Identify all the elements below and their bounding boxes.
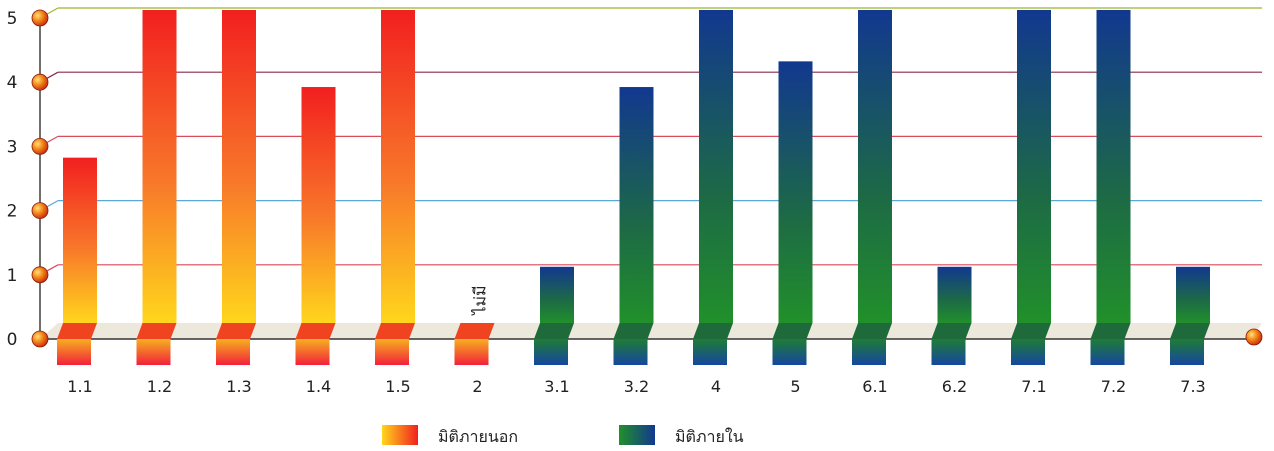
bar xyxy=(1096,10,1131,323)
bar-stub xyxy=(1011,339,1045,365)
legend-label: มิติภายใน xyxy=(675,427,744,446)
y-tick-dot xyxy=(31,73,49,91)
legend-item-internal: มิติภายใน xyxy=(619,425,744,446)
bar-join xyxy=(534,323,574,339)
gridlines xyxy=(39,7,1262,276)
bar-join xyxy=(931,323,972,339)
bar xyxy=(142,10,177,323)
y-tick-dot xyxy=(31,330,49,348)
bar-stub xyxy=(375,339,409,365)
x-tick-label: 1.5 xyxy=(385,377,410,396)
legend-swatch xyxy=(382,425,418,445)
y-tick-label: 3 xyxy=(7,137,18,157)
legend: มิติภายนอก มิติภายใน xyxy=(382,425,744,446)
bar-stub xyxy=(216,339,250,365)
x-axis-labels: 1.1 1.2 1.3 1.4 1.5 2 3.1 3.2 4 5 6.1 6.2 7.1 7.2 7.3 xyxy=(67,377,1205,396)
x-tick-label: 6.1 xyxy=(862,377,887,396)
bar xyxy=(63,157,97,323)
legend-swatch xyxy=(619,425,655,445)
x-tick-label: 3.2 xyxy=(624,377,649,396)
legend-item-external: มิติภายนอก xyxy=(382,425,518,446)
bar xyxy=(381,10,415,323)
bar-stub xyxy=(295,339,330,365)
no-data-annotation: ไม่มี xyxy=(471,285,490,316)
bar-join xyxy=(693,323,733,339)
y-tick-label: 5 xyxy=(7,9,18,29)
bar-join xyxy=(1170,323,1210,339)
bar-join xyxy=(613,323,654,339)
bar-stub xyxy=(772,339,807,365)
bar xyxy=(699,10,733,323)
y-tick-label: 2 xyxy=(7,202,18,222)
x-axis-end-dot xyxy=(1245,328,1263,346)
x-tick-label: 1.2 xyxy=(147,377,172,396)
bar xyxy=(222,10,256,323)
bar xyxy=(858,10,892,323)
bar-stub xyxy=(613,339,648,365)
x-tick-label: 7.1 xyxy=(1021,377,1046,396)
x-tick-label: 1.3 xyxy=(226,377,251,396)
bar-join xyxy=(375,323,415,339)
x-tick-label: 1.1 xyxy=(67,377,92,396)
y-tick-dot xyxy=(31,202,49,220)
bar xyxy=(540,266,574,323)
bar-stub xyxy=(136,339,171,365)
bar-stub xyxy=(852,339,886,365)
bars: ไม่มี xyxy=(57,10,1210,365)
x-tick-label: 5 xyxy=(790,377,800,396)
y-tick-label: 4 xyxy=(7,73,18,93)
bar-join xyxy=(136,323,177,339)
x-tick-label: 2 xyxy=(472,377,482,396)
bar-stub xyxy=(534,339,568,365)
bar-join xyxy=(295,323,336,339)
bar-stub xyxy=(454,339,489,365)
y-tick-dot xyxy=(31,137,49,155)
y-tick-label: 0 xyxy=(7,330,18,350)
bar xyxy=(1176,266,1210,323)
y-axis: 0 1 2 3 4 5 xyxy=(7,9,1263,350)
bar xyxy=(301,87,336,323)
y-tick-label: 1 xyxy=(7,266,18,286)
bar-stub xyxy=(1090,339,1125,365)
bar-join xyxy=(772,323,813,339)
bar xyxy=(619,87,654,323)
y-tick-dot xyxy=(31,9,49,27)
bar-join xyxy=(1090,323,1131,339)
x-tick-label: 7.2 xyxy=(1101,377,1126,396)
bar-join xyxy=(454,323,495,339)
bar-join xyxy=(852,323,892,339)
legend-label: มิติภายนอก xyxy=(438,427,518,446)
x-tick-label: 6.2 xyxy=(942,377,967,396)
bar-stub xyxy=(1170,339,1204,365)
bar-join xyxy=(1011,323,1051,339)
y-tick-dot xyxy=(31,266,49,284)
x-tick-label: 7.3 xyxy=(1180,377,1205,396)
x-tick-label: 3.1 xyxy=(544,377,569,396)
bar xyxy=(1017,10,1051,323)
bar-stub xyxy=(931,339,966,365)
bar-stub xyxy=(57,339,91,365)
bar xyxy=(937,266,972,323)
bar xyxy=(778,61,813,324)
bar-join xyxy=(57,323,97,339)
bar-stub xyxy=(693,339,727,365)
x-tick-label: 4 xyxy=(711,377,721,396)
bar-join xyxy=(216,323,256,339)
x-tick-label: 1.4 xyxy=(306,377,331,396)
